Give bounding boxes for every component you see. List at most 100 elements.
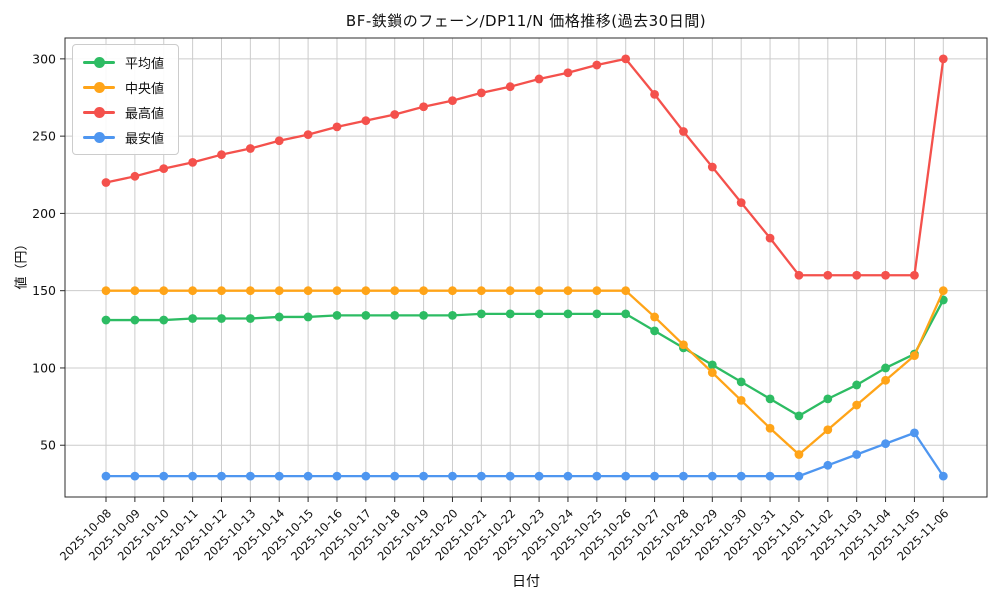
data-point (852, 400, 862, 410)
data-point (332, 122, 342, 132)
data-point (938, 54, 948, 64)
data-point (707, 162, 717, 172)
data-point (650, 90, 659, 99)
data-point (245, 286, 255, 296)
data-point (476, 471, 486, 481)
legend-label-max: 最高値 (125, 106, 165, 122)
data-point (563, 309, 573, 319)
data-point (852, 270, 862, 280)
data-point (707, 368, 717, 377)
series-max (101, 54, 948, 280)
gridlines (65, 38, 987, 497)
data-point (592, 286, 602, 296)
data-point (274, 136, 284, 146)
data-point (938, 471, 948, 481)
data-point (390, 471, 400, 481)
data-point (476, 88, 486, 98)
data-point (736, 471, 746, 481)
data-point (505, 309, 515, 319)
legend-label-min: 最安値 (125, 131, 165, 147)
data-point (621, 309, 631, 319)
legend: 平均値中央値最高値最安値 (72, 44, 180, 155)
data-point (881, 363, 890, 373)
data-point (217, 471, 226, 481)
series-line-min (104, 431, 945, 478)
data-point (159, 315, 169, 325)
data-point (823, 394, 833, 404)
data-point (881, 375, 890, 385)
legend-item-median: 中央値 (83, 78, 165, 97)
data-point (217, 314, 226, 323)
y-tick-label: 250 (32, 129, 56, 144)
data-point (736, 198, 746, 207)
data-point (303, 471, 313, 481)
data-point (505, 471, 515, 481)
y-tick-label: 50 (40, 438, 56, 453)
data-point (188, 314, 198, 323)
data-point (679, 127, 688, 136)
legend-item-max: 最高値 (83, 103, 165, 122)
legend-item-mean: 平均値 (83, 53, 164, 72)
data-point (881, 439, 890, 449)
data-point (159, 164, 169, 173)
data-point (534, 309, 544, 319)
data-point (101, 178, 111, 187)
data-point (505, 82, 515, 92)
data-point (188, 158, 198, 167)
data-point (881, 270, 890, 280)
data-point (621, 286, 631, 296)
legend-marker-median-icon (83, 78, 115, 96)
data-point (563, 286, 573, 296)
data-point (823, 270, 833, 280)
series-line-median (104, 289, 945, 456)
data-point (332, 286, 342, 296)
data-point (823, 460, 833, 470)
data-point (332, 311, 342, 320)
data-point (159, 471, 169, 481)
legend-label-median: 中央値 (125, 81, 165, 97)
data-point (707, 471, 717, 481)
series-min (101, 428, 948, 481)
data-point (390, 286, 400, 296)
data-point (390, 110, 400, 119)
data-point (910, 428, 919, 438)
data-point (765, 233, 775, 243)
y-tick-label: 100 (32, 360, 56, 375)
data-point (361, 311, 371, 320)
plot-border (64, 37, 988, 498)
data-point (621, 54, 631, 64)
data-point (592, 471, 602, 481)
data-point (679, 340, 688, 350)
data-point (534, 74, 544, 84)
x-axis-label: 日付 (512, 574, 540, 590)
data-point (592, 309, 602, 319)
data-point (592, 60, 602, 70)
data-point (274, 312, 284, 322)
data-point (650, 312, 659, 322)
data-point (188, 471, 198, 481)
data-point (448, 286, 457, 296)
data-point (707, 360, 717, 370)
data-point (130, 286, 140, 296)
series-mean (101, 295, 948, 421)
data-point (765, 394, 775, 404)
data-point (274, 286, 284, 296)
data-point (274, 471, 284, 481)
data-point (332, 471, 342, 481)
y-tick-label: 300 (32, 51, 56, 66)
data-point (621, 471, 631, 481)
series-line-max (104, 57, 945, 277)
data-point (217, 286, 226, 296)
data-point (419, 311, 428, 320)
legend-item-min: 最安値 (83, 128, 165, 147)
data-point (303, 312, 313, 322)
data-point (476, 286, 486, 296)
series-line-mean (104, 298, 945, 418)
data-point (245, 471, 255, 481)
data-point (188, 286, 198, 296)
data-point (390, 311, 400, 320)
legend-marker-mean-icon (83, 53, 115, 71)
data-point (794, 270, 804, 280)
data-point (736, 396, 746, 405)
